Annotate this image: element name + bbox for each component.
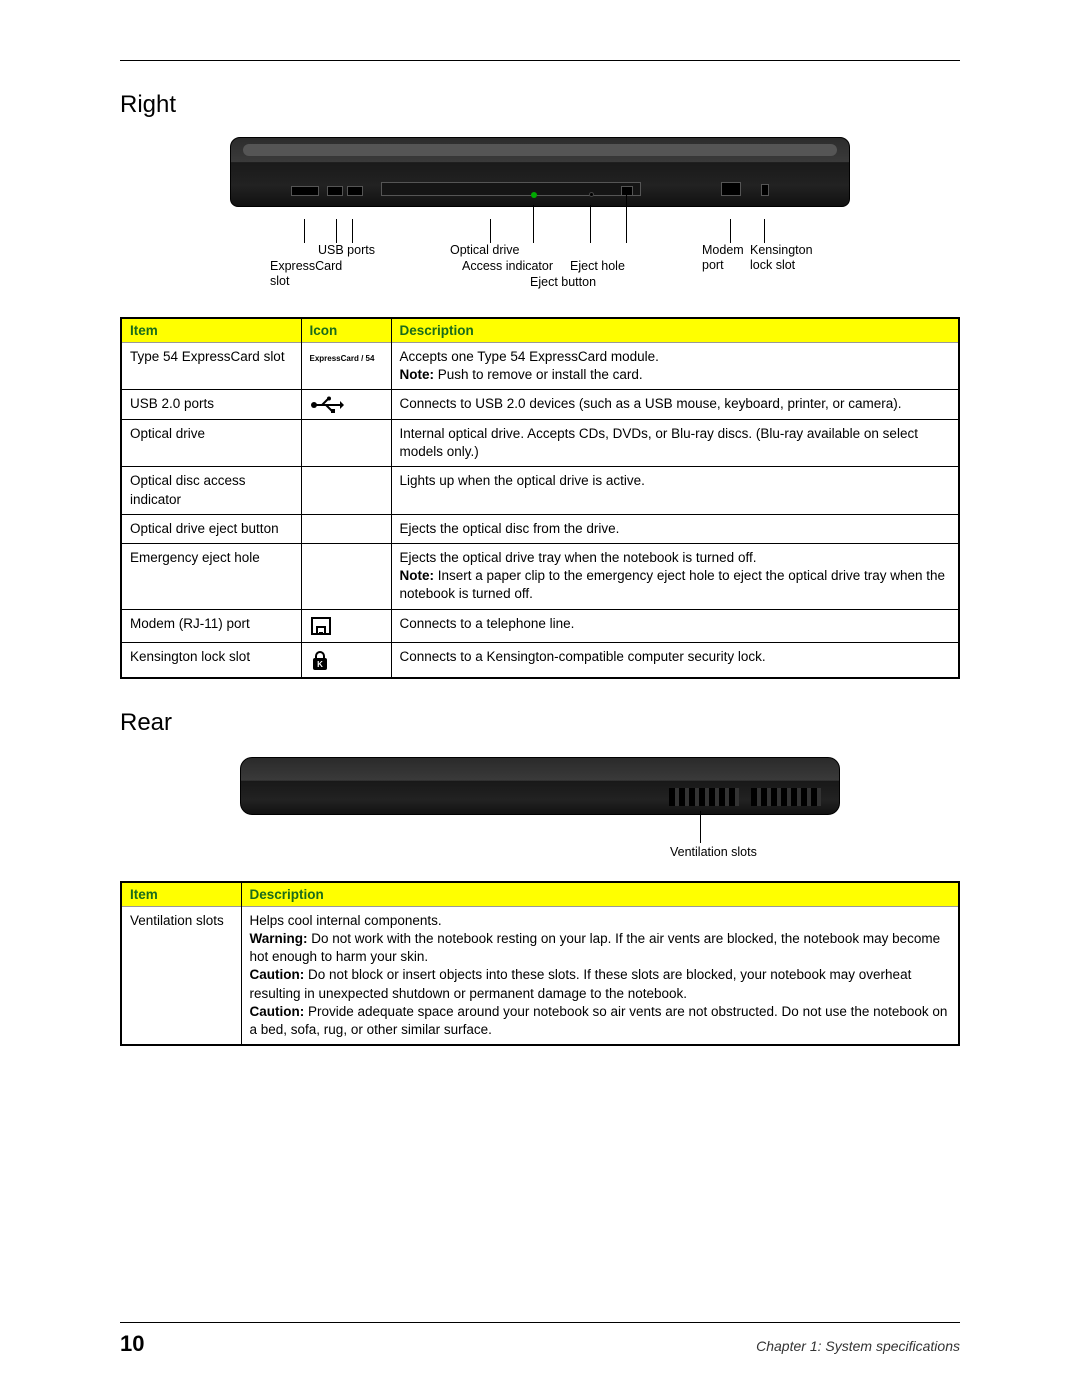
cell-desc: Internal optical drive. Accepts CDs, DVD… — [391, 419, 959, 466]
callout-ejectbtn: Eject button — [530, 275, 596, 290]
th-icon: Icon — [301, 318, 391, 343]
th-desc: Description — [241, 882, 959, 907]
cell-item: Optical drive eject button — [121, 514, 301, 543]
callout-ejecthole: Eject hole — [570, 259, 625, 274]
cell-desc: Accepts one Type 54 ExpressCard module. … — [391, 343, 959, 390]
cell-icon: K — [301, 642, 391, 678]
table-rear: Item Description Ventilation slots Helps… — [120, 881, 960, 1047]
port-modem — [721, 182, 741, 196]
callout-ventilation: Ventilation slots — [670, 845, 757, 859]
svg-text:K: K — [317, 660, 323, 669]
callout-modem: Modem port — [702, 243, 744, 273]
cell-desc: Connects to a telephone line. — [391, 609, 959, 642]
table-row: Kensington lock slot K Connects to a Ken… — [121, 642, 959, 678]
heading-rear: Rear — [120, 709, 960, 737]
table-row: USB 2.0 ports Connects to USB 2.0 device… — [121, 390, 959, 419]
cell-icon — [301, 543, 391, 609]
expresscard-icon: ExpressCard / 54 — [310, 354, 375, 365]
callout-access: Access indicator — [462, 259, 553, 274]
callout-expresscard: ExpressCard slot — [270, 259, 342, 289]
caution-text: Do not block or insert objects into thes… — [250, 967, 912, 1000]
note-text: Insert a paper clip to the emergency eje… — [400, 568, 946, 601]
note-label: Note: — [400, 568, 435, 583]
cell-desc: Lights up when the optical drive is acti… — [391, 467, 959, 514]
port-optical-drive — [381, 182, 641, 196]
laptop-rear-side — [240, 757, 840, 815]
chapter-title: Chapter 1: System specifications — [756, 1338, 960, 1354]
cell-item: Optical disc access indicator — [121, 467, 301, 514]
top-rule — [120, 60, 960, 61]
table-right: Item Icon Description Type 54 ExpressCar… — [120, 317, 960, 679]
caution-label: Caution: — [250, 1004, 305, 1019]
callout-usb: USB ports — [318, 243, 375, 258]
cell-icon — [301, 514, 391, 543]
footer-rule — [120, 1322, 960, 1323]
callout-kensington: Kensington lock slot — [750, 243, 813, 273]
cell-desc: Helps cool internal components. Warning:… — [241, 906, 959, 1045]
note-text: Push to remove or install the card. — [434, 367, 643, 382]
port-eject-button — [621, 186, 633, 196]
table-row: Type 54 ExpressCard slot ExpressCard / 5… — [121, 343, 959, 390]
warning-text: Do not work with the notebook resting on… — [250, 931, 941, 964]
usb-icon — [310, 396, 344, 414]
laptop-right-side — [230, 137, 850, 207]
table-row: Emergency eject hole Ejects the optical … — [121, 543, 959, 609]
cell-item: Ventilation slots — [121, 906, 241, 1045]
table-row: Ventilation slots Helps cool internal co… — [121, 906, 959, 1045]
th-item: Item — [121, 318, 301, 343]
table-row: Optical disc access indicator Lights up … — [121, 467, 959, 514]
callouts-right: USB ports ExpressCard slot Optical drive… — [230, 213, 850, 303]
table-row: Optical drive eject button Ejects the op… — [121, 514, 959, 543]
page-number: 10 — [120, 1331, 144, 1357]
port-expresscard — [291, 186, 319, 196]
note-label: Note: — [400, 367, 435, 382]
warning-label: Warning: — [250, 931, 308, 946]
port-kensington — [761, 184, 769, 196]
caution-label: Caution: — [250, 967, 305, 982]
cell-item: Optical drive — [121, 419, 301, 466]
diagram-right: USB ports ExpressCard slot Optical drive… — [120, 137, 960, 303]
cell-item: USB 2.0 ports — [121, 390, 301, 419]
cell-icon — [301, 609, 391, 642]
diagram-rear: Ventilation slots — [120, 757, 960, 867]
desc-text: Ejects the optical drive tray when the n… — [400, 550, 757, 565]
cell-item: Emergency eject hole — [121, 543, 301, 609]
port-usb-1 — [327, 186, 343, 196]
callouts-rear: Ventilation slots — [240, 817, 840, 867]
vent-slot-1 — [669, 788, 739, 806]
th-desc: Description — [391, 318, 959, 343]
cell-icon — [301, 390, 391, 419]
cell-icon — [301, 419, 391, 466]
heading-right: Right — [120, 91, 960, 119]
cell-icon: ExpressCard / 54 — [301, 343, 391, 390]
callout-optical: Optical drive — [450, 243, 519, 258]
page-footer: 10 Chapter 1: System specifications — [120, 1322, 960, 1357]
port-access-indicator — [531, 192, 537, 198]
port-usb-2 — [347, 186, 363, 196]
cell-desc: Ejects the optical drive tray when the n… — [391, 543, 959, 609]
vent-slot-2 — [751, 788, 821, 806]
table-row: Optical drive Internal optical drive. Ac… — [121, 419, 959, 466]
cell-desc: Ejects the optical disc from the drive. — [391, 514, 959, 543]
cell-item: Kensington lock slot — [121, 642, 301, 678]
cell-icon — [301, 467, 391, 514]
port-eject-hole — [589, 192, 594, 197]
table-row: Modem (RJ-11) port Connects to a telepho… — [121, 609, 959, 642]
caution-text: Provide adequate space around your noteb… — [250, 1004, 948, 1037]
desc-text: Accepts one Type 54 ExpressCard module. — [400, 349, 659, 364]
th-item: Item — [121, 882, 241, 907]
desc-text: Helps cool internal components. — [250, 913, 442, 928]
modem-icon — [310, 615, 332, 637]
cell-desc: Connects to USB 2.0 devices (such as a U… — [391, 390, 959, 419]
cell-item: Modem (RJ-11) port — [121, 609, 301, 642]
kensington-lock-icon: K — [310, 648, 330, 672]
cell-desc: Connects to a Kensington-compatible comp… — [391, 642, 959, 678]
cell-item: Type 54 ExpressCard slot — [121, 343, 301, 390]
